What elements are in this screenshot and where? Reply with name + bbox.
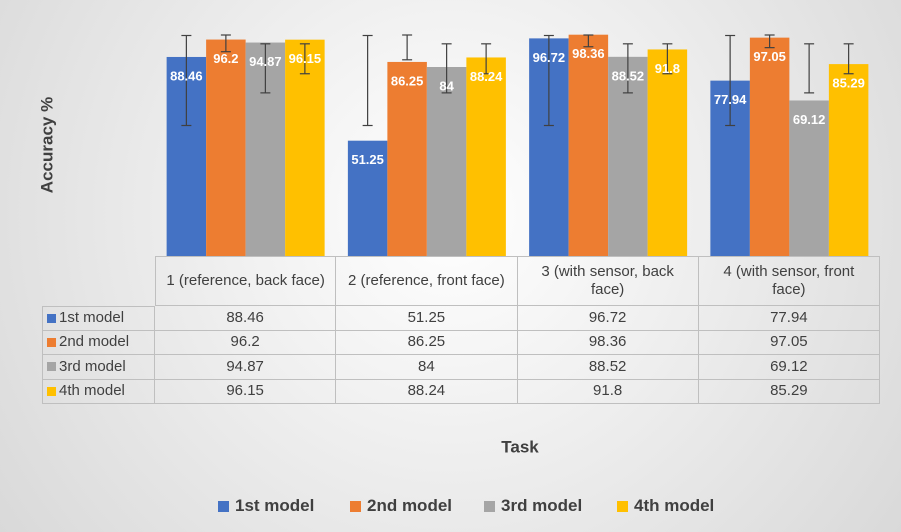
data-label: 88.46 — [170, 68, 203, 83]
table-cell: 77.94 — [698, 306, 880, 331]
data-label: 97.05 — [753, 49, 786, 64]
table-cell: 94.87 — [155, 355, 337, 380]
data-label: 85.29 — [832, 76, 865, 91]
data-label: 96.2 — [213, 51, 238, 66]
row-name: 4th model — [59, 382, 125, 400]
legend-label: 3rd model — [501, 496, 583, 515]
table-row-label: 1st model — [42, 306, 155, 331]
data-label: 51.25 — [351, 152, 384, 167]
legend-key — [47, 386, 56, 396]
legend-label: 4th model — [634, 496, 715, 515]
row-name: 1st model — [59, 309, 125, 327]
data-label: 96.15 — [289, 51, 322, 66]
legend-key — [47, 313, 56, 323]
bar — [387, 61, 427, 256]
bar — [568, 34, 609, 256]
data-label: 86.25 — [391, 73, 424, 88]
bar — [285, 39, 325, 256]
data-label: 91.8 — [655, 61, 680, 76]
legend-key — [47, 337, 56, 347]
legend-item: 2nd model — [350, 496, 452, 516]
table-header: 1 (reference, back face) — [155, 256, 337, 306]
table-row-label: 2nd model — [42, 330, 155, 355]
table-cell: 96.15 — [155, 379, 337, 404]
bar — [749, 37, 790, 257]
legend-key — [617, 500, 628, 512]
table-cell: 88.52 — [517, 355, 699, 380]
table-cell: 96.72 — [517, 306, 699, 331]
legend-item: 3rd model — [484, 496, 582, 516]
table-cell: 88.24 — [336, 379, 518, 404]
bar — [347, 140, 388, 256]
table-cell: 86.25 — [336, 330, 518, 355]
table-row-label: 4th model — [42, 379, 155, 404]
bar — [206, 39, 246, 256]
legend-key — [218, 500, 229, 512]
data-label: 98.36 — [572, 46, 605, 61]
table-row-label: 3rd model — [42, 355, 155, 380]
legend-key — [47, 362, 56, 372]
table-cell: 51.25 — [336, 306, 518, 331]
data-label: 96.72 — [533, 50, 566, 65]
table-cell: 69.12 — [698, 355, 880, 380]
table-cell: 96.2 — [155, 330, 337, 355]
legend-label: 1st model — [235, 496, 315, 515]
data-label: 94.87 — [249, 54, 282, 69]
legend-label: 2nd model — [367, 496, 453, 515]
data-label: 84 — [439, 78, 454, 93]
row-name: 2nd model — [59, 333, 130, 351]
bar — [789, 100, 829, 256]
bar — [647, 49, 688, 257]
data-label: 77.94 — [714, 92, 747, 107]
table-cell: 88.46 — [155, 306, 337, 331]
legend-item: 1st model — [218, 496, 314, 516]
table-header: 2 (reference, front face) — [336, 256, 518, 306]
bar — [828, 64, 869, 256]
data-label: 88.52 — [612, 68, 645, 83]
bar — [466, 57, 506, 257]
table-cell: 84 — [336, 355, 518, 380]
table-header: 4 (with sensor, front face) — [698, 256, 880, 306]
table-header: 3 (with sensor, back face) — [517, 256, 699, 306]
legend-key — [350, 500, 361, 512]
table-cell: 91.8 — [517, 379, 699, 404]
data-label: 88.24 — [470, 69, 503, 84]
table-cell: 98.36 — [517, 330, 699, 355]
data-label: 69.12 — [793, 112, 826, 127]
legend-item: 4th model — [617, 496, 714, 516]
legend-key — [484, 500, 495, 512]
y-axis-label: Accuracy % — [37, 97, 56, 193]
table-cell: 97.05 — [698, 330, 880, 355]
table-cell: 85.29 — [698, 379, 880, 404]
row-name: 3rd model — [59, 357, 126, 375]
x-axis-label: Task — [501, 437, 539, 456]
bar — [426, 67, 467, 256]
